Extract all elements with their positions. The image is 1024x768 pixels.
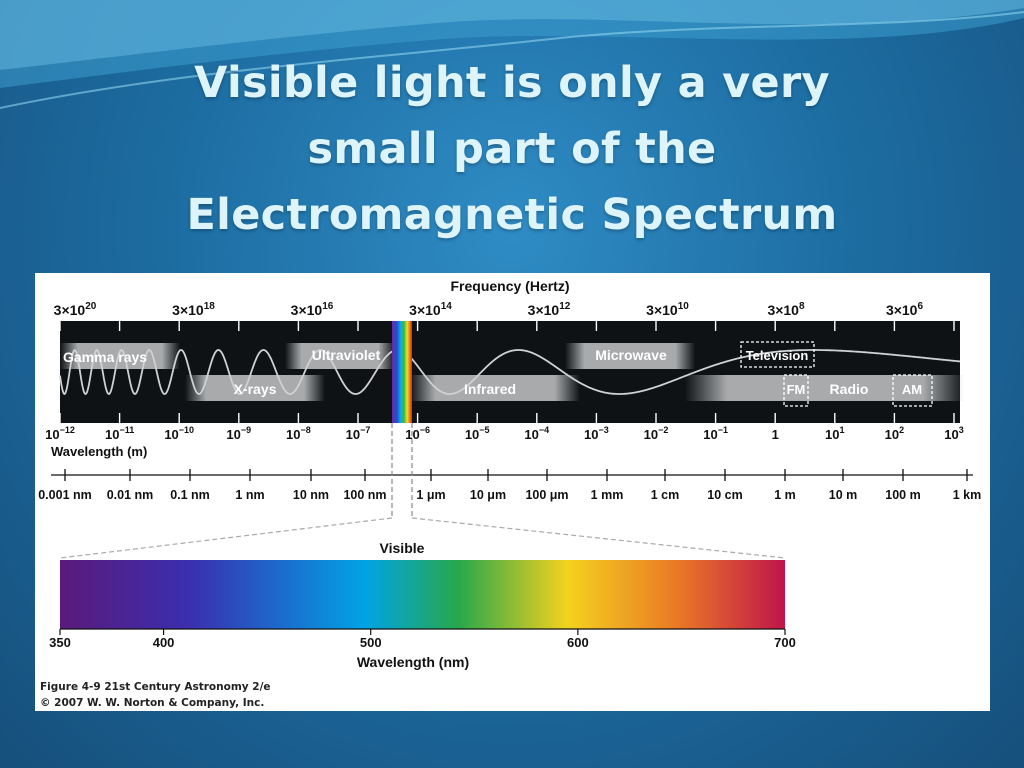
zoom-guide-diagonal-left (59, 517, 393, 559)
unit-scale-label: 100 m (885, 488, 920, 502)
fm-box (783, 374, 809, 407)
wavelength-tick-label: 103 (944, 425, 963, 442)
unit-scale-label: 0.001 nm (38, 488, 92, 502)
wavelength-tick-label: 10−1 (703, 425, 728, 442)
frequency-axis-title: Frequency (Hertz) (450, 278, 569, 294)
wavelength-tick-label: 10−7 (346, 425, 371, 442)
unit-scale-label: 10 m (829, 488, 858, 502)
visible-title: Visible (380, 540, 425, 556)
unit-scale-labels: 0.001 nm 0.01 nm 0.1 nm 1 nm 10 nm 100 nm 1 μm… (38, 488, 981, 502)
frequency-tick-labels: 3×1020 3×1018 3×1016 3×1014 3×1012 3×1010 3×10… (54, 301, 924, 318)
spectrum-diagram: Frequency (Hertz) 3×1020 3×1018 3×1016 3×10… (38, 278, 981, 670)
visible-tick-labels: 350 400 500 600 700 (49, 629, 796, 650)
wave-curve (59, 349, 960, 396)
fm-label: FM (787, 382, 806, 397)
microwave-band (565, 343, 695, 369)
radio-band (685, 375, 965, 401)
unit-scale-label: 1 μm (416, 488, 445, 502)
wavelength-tick-label: 10−6 (405, 425, 430, 442)
wavelength-tick-label: 102 (885, 425, 904, 442)
frequency-tick-label: 3×1018 (172, 301, 215, 318)
unit-scale-label: 0.01 nm (107, 488, 154, 502)
wavelength-tick-label: 10−2 (644, 425, 669, 442)
infrared-label: Infrared (464, 381, 516, 397)
visible-wavelength-label: Wavelength (nm) (357, 654, 469, 670)
unit-scale-label: 1 cm (651, 488, 680, 502)
unit-scale-label: 100 μm (525, 488, 568, 502)
xrays-label: X-rays (234, 381, 277, 397)
microwave-label: Microwave (595, 347, 667, 363)
wavelength-tick-label: 10−12 (45, 425, 75, 442)
television-box (740, 341, 815, 368)
slide-title-line: Electromagnetic Spectrum (186, 190, 838, 240)
unit-scale-label: 10 μm (470, 488, 506, 502)
decorative-wave-line (0, 11, 1024, 109)
frequency-tick-label: 3×108 (767, 301, 805, 318)
wavelength-tick-label: 10−5 (465, 425, 490, 442)
unit-scale-label: 1 km (953, 488, 982, 502)
wavelength-tick-label: 10−3 (584, 425, 609, 442)
unit-scale-label: 1 m (774, 488, 796, 502)
unit-scale-label: 10 nm (293, 488, 329, 502)
spectrum-band (60, 321, 960, 423)
spectrum-figure: Frequency (Hertz) 3×1020 3×1018 3×1016 3×10… (35, 273, 990, 711)
ultraviolet-label: Ultraviolet (312, 347, 381, 363)
unit-scale-label: 10 cm (707, 488, 742, 502)
visible-tick-label: 400 (153, 635, 175, 650)
decorative-wave (0, 0, 1024, 70)
wavelength-m-label: Wavelength (m) (51, 444, 147, 459)
am-label: AM (902, 382, 922, 397)
gamma-band (60, 343, 180, 369)
gamma-rays-label: Gamma rays (63, 349, 147, 365)
wavelength-tick-label: 10−4 (524, 425, 549, 442)
figure-caption: Figure 4-9 21st Century Astronomy 2/e © … (40, 679, 271, 711)
visible-tick-label: 700 (774, 635, 796, 650)
frequency-tick-label: 3×1014 (409, 301, 452, 318)
wavelength-tick-label: 10−8 (286, 425, 311, 442)
wavelength-tick-label: 101 (825, 425, 844, 442)
band-tick-marks (59, 321, 955, 423)
unit-scale-label: 1 nm (235, 488, 264, 502)
visible-tick-label: 600 (567, 635, 589, 650)
frequency-tick-label: 3×1010 (646, 301, 689, 318)
frequency-tick-label: 3×106 (886, 301, 924, 318)
unit-scale-ticks (64, 469, 968, 481)
caption-line: © 2007 W. W. Norton & Company, Inc. (40, 697, 265, 709)
frequency-tick-label: 3×1016 (291, 301, 334, 318)
visible-tick-label: 500 (360, 635, 382, 650)
wavelength-tick-label: 10−10 (164, 425, 194, 442)
unit-scale-label: 100 nm (343, 488, 386, 502)
frequency-tick-label: 3×1020 (54, 301, 97, 318)
slide-title: Visible light is only a very small part … (112, 50, 912, 248)
visible-strip (392, 321, 412, 423)
ultraviolet-band (285, 343, 395, 369)
unit-scale-label: 0.1 nm (170, 488, 210, 502)
visible-spectrum-bar (60, 560, 785, 629)
infrared-band (410, 375, 580, 401)
slide-title-line: small part of the (307, 124, 717, 174)
frequency-tick-label: 3×1012 (528, 301, 571, 318)
visible-tick-label: 350 (49, 635, 71, 650)
wavelength-tick-label: 10−11 (105, 425, 134, 442)
unit-scale-label: 1 mm (591, 488, 624, 502)
radio-label: Radio (830, 381, 869, 397)
slide-title-line: Visible light is only a very (194, 58, 830, 108)
zoom-guide-diagonal-right (411, 517, 786, 559)
television-label: Television (746, 348, 809, 363)
caption-line: Figure 4-9 21st Century Astronomy 2/e (40, 681, 271, 693)
wavelength-tick-label: 1 (772, 427, 779, 442)
wavelength-tick-label: 10−9 (226, 425, 251, 442)
wavelength-tick-labels: 10−1210−1110−1010−910−810−710−610−510−41… (45, 425, 964, 442)
decorative-wave (0, 0, 1024, 88)
